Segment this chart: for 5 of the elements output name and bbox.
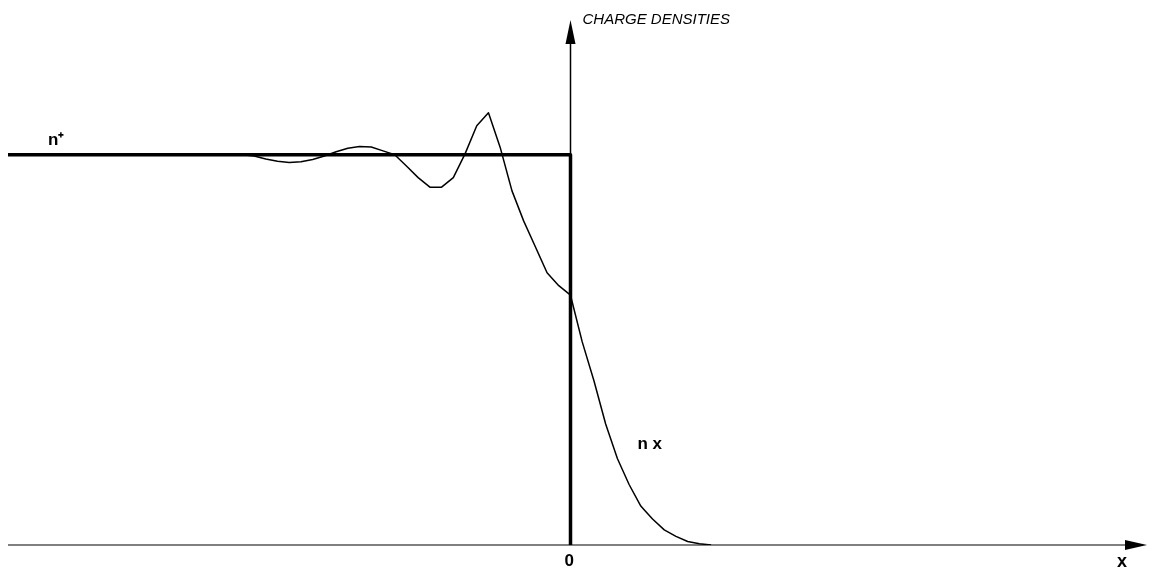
series-label: n⁺ bbox=[48, 129, 65, 149]
text: 0 bbox=[564, 551, 574, 571]
text: CHARGE DENSITIES bbox=[582, 10, 731, 27]
x-axis-title: x bbox=[1117, 551, 1128, 572]
series-label: n x bbox=[637, 433, 663, 453]
